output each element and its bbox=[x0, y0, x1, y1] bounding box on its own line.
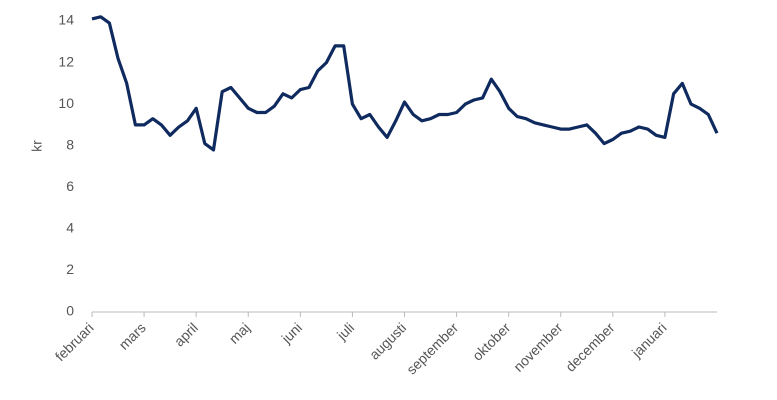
x-tick-label: januari bbox=[628, 319, 670, 361]
x-tick-label: augusti bbox=[366, 319, 409, 362]
x-tick-label: juni bbox=[278, 319, 305, 346]
y-tick-label: 10 bbox=[58, 95, 74, 111]
line bbox=[91, 15, 719, 152]
x-tick-label: september bbox=[403, 319, 461, 377]
y-tick-label: 4 bbox=[66, 220, 74, 236]
y-tick-label: 2 bbox=[66, 261, 74, 277]
x-tick-label: december bbox=[562, 319, 618, 375]
y-axis-label: kr bbox=[29, 140, 45, 152]
y-tick-label: 0 bbox=[66, 303, 74, 319]
x-tick-label: november bbox=[510, 319, 566, 375]
x-tick-label: juli bbox=[333, 319, 357, 343]
y-tick-label: 14 bbox=[58, 12, 74, 28]
y-tick-label: 6 bbox=[66, 178, 74, 194]
y-tick-label: 8 bbox=[66, 136, 74, 152]
x-tick-label: maj bbox=[226, 319, 253, 346]
y-tick-label: 12 bbox=[58, 53, 74, 69]
x-tick-label: april bbox=[171, 319, 201, 349]
x-tick-label: februari bbox=[52, 319, 97, 364]
x-tick-label: mars bbox=[116, 319, 149, 352]
x-tick-label: oktober bbox=[469, 319, 514, 364]
